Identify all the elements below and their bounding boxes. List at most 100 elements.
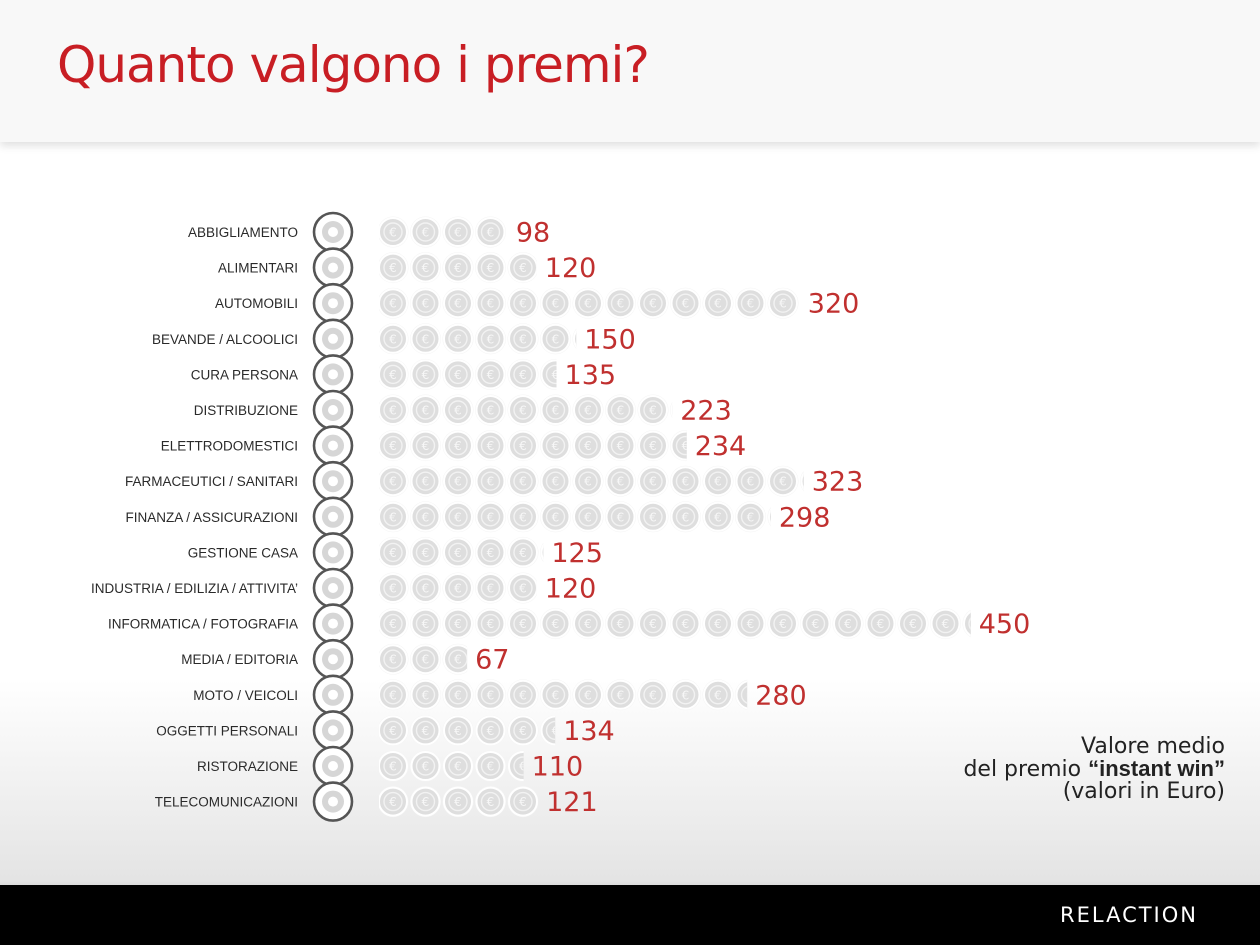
category-label: RISTORAZIONE [197, 759, 298, 774]
euro-coin: € [637, 501, 669, 533]
euro-coin: € [540, 287, 571, 319]
svg-text:€: € [389, 510, 397, 524]
svg-text:€: € [617, 297, 625, 311]
bar-telecomunicazioni: € € € € € [379, 786, 539, 818]
svg-text:€: € [422, 617, 430, 631]
bar-moto-veicoli: € € € € € € € € € € € € [379, 679, 755, 711]
euro-coin: € [962, 609, 971, 638]
svg-text:€: € [682, 297, 690, 311]
euro-coin: € [540, 542, 544, 563]
legend-line-1: Valore medio [1081, 734, 1225, 759]
euro-coin: € [379, 608, 409, 640]
svg-text:€: € [584, 510, 592, 524]
euro-coin: € [637, 394, 669, 426]
svg-text:€: € [844, 617, 852, 631]
svg-text:€: € [682, 510, 690, 524]
svg-text:€: € [454, 653, 462, 667]
chart-row-cura-persona: CURA PERSONA € € € € € €135 [191, 354, 616, 395]
value-label: 110 [532, 752, 584, 783]
euro-coin: € [735, 287, 766, 319]
svg-text:€: € [454, 617, 462, 631]
euro-coin: € [475, 714, 506, 746]
food-icon [312, 247, 354, 288]
euro-coin: € [540, 501, 571, 533]
euro-coin: € [605, 430, 636, 462]
chart-row-moto-veicoli: MOTO / VEICOLI € € € € € € € € € € € €280 [193, 674, 807, 716]
svg-text:€: € [552, 332, 560, 346]
svg-text:€: € [649, 510, 657, 524]
euro-coin: € [865, 608, 896, 640]
euro-coin: € [637, 608, 669, 640]
euro-coin: € [442, 750, 474, 782]
svg-text:€: € [422, 760, 430, 774]
svg-text:€: € [779, 475, 787, 489]
value-label: 450 [979, 609, 1031, 640]
svg-text:€: € [812, 617, 820, 631]
euro-coin: € [410, 536, 441, 568]
euro-coin: € [605, 465, 636, 497]
euro-coin: € [540, 323, 571, 355]
svg-text:€: € [584, 439, 592, 453]
svg-text:€: € [519, 297, 527, 311]
euro-coin: € [930, 608, 961, 640]
value-label: 134 [563, 716, 615, 747]
svg-text:€: € [389, 617, 397, 631]
bar-finanza-assicurazioni: € € € € € € € € € € € € € [379, 501, 771, 533]
euro-coin: € [702, 501, 734, 533]
euro-coin: € [540, 394, 571, 426]
svg-text:€: € [487, 261, 495, 275]
svg-text:€: € [617, 688, 625, 702]
euro-coin: € [410, 679, 441, 711]
svg-text:€: € [487, 439, 495, 453]
bar-gestione-casa: € € € € € € [379, 536, 544, 568]
bar-elettrodomestici: € € € € € € € € € € [379, 430, 687, 462]
category-label: DISTRIBUZIONE [194, 403, 298, 418]
euro-coin: € [475, 287, 506, 319]
euro-coin: € [379, 252, 409, 284]
svg-text:€: € [422, 475, 430, 489]
svg-text:€: € [714, 297, 722, 311]
euro-coin: € [767, 287, 799, 319]
euro-coin: € [767, 465, 799, 497]
euro-coin: € [637, 465, 669, 497]
svg-text:€: € [747, 688, 755, 702]
bar-oggetti-personali: € € € € € € [379, 714, 556, 746]
house-icon [312, 532, 354, 573]
svg-text:€: € [552, 688, 560, 702]
svg-text:€: € [649, 404, 657, 418]
euro-coin: € [442, 572, 474, 604]
euro-coin: € [442, 287, 474, 319]
svg-text:€: € [617, 510, 625, 524]
euro-coin: € [475, 430, 506, 462]
bar-automobili: € € € € € € € € € € € € € [379, 287, 799, 319]
svg-text:€: € [487, 724, 495, 738]
svg-text:€: € [519, 510, 527, 524]
euro-coin: € [379, 714, 409, 746]
euro-coin: € [475, 501, 506, 533]
euro-coin: € [475, 679, 506, 711]
cart-icon [312, 389, 354, 431]
category-label: ELETTRODOMESTICI [161, 439, 298, 454]
euro-coin: € [442, 394, 474, 426]
bar-ristorazione: € € € € € [379, 750, 524, 782]
svg-text:€: € [552, 617, 560, 631]
category-label: INDUSTRIA / EDILIZIA / ATTIVITA’ [91, 581, 298, 596]
euro-coin: € [442, 430, 474, 462]
svg-text:€: € [617, 404, 625, 418]
svg-text:€: € [519, 475, 527, 489]
category-label: GESTIONE CASA [188, 545, 298, 560]
svg-text:€: € [552, 510, 560, 524]
euro-coin: € [507, 323, 539, 355]
category-label: MEDIA / EDITORIA [181, 652, 298, 667]
euro-coin: € [507, 714, 539, 746]
bar-alimentari: € € € € € [379, 252, 537, 284]
euro-coin: € [572, 679, 604, 711]
euro-coin: € [475, 394, 506, 426]
category-label: BEVANDE / ALCOOLICI [152, 332, 298, 347]
svg-text:€: € [649, 439, 657, 453]
svg-text:€: € [389, 261, 397, 275]
euro-coin: € [475, 358, 506, 390]
category-label: INFORMATICA / FOTOGRAFIA [108, 617, 298, 632]
value-label: 120 [545, 253, 597, 284]
euro-coin: € [507, 358, 539, 390]
